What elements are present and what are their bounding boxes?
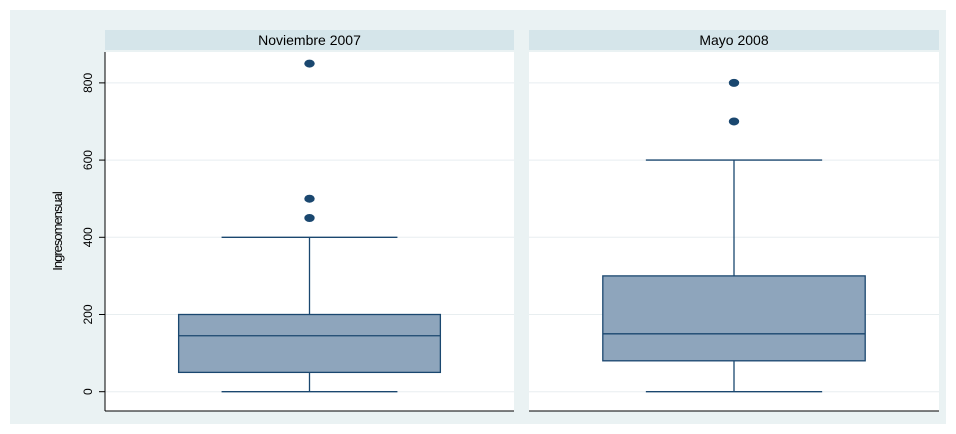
y-tick-label: 400	[81, 227, 95, 247]
panel-title: Mayo 2008	[699, 32, 768, 48]
y-tick-label: 200	[81, 304, 95, 324]
y-tick-label: 0	[81, 388, 95, 395]
iqr-box	[177, 313, 442, 374]
y-axis-label: Ingresomensual	[50, 191, 65, 271]
outlier-point	[304, 59, 315, 68]
panel-title: Noviembre 2007	[258, 32, 361, 48]
outlier-point	[728, 78, 740, 87]
outlier-point	[304, 213, 315, 222]
panel-strip	[529, 30, 939, 50]
panel-strip	[105, 30, 514, 50]
iqr-box	[602, 275, 866, 362]
y-tick-label: 800	[81, 73, 95, 93]
outlier-point	[728, 117, 740, 126]
y-tick-label: 600	[81, 150, 95, 170]
outlier-point	[304, 194, 315, 203]
